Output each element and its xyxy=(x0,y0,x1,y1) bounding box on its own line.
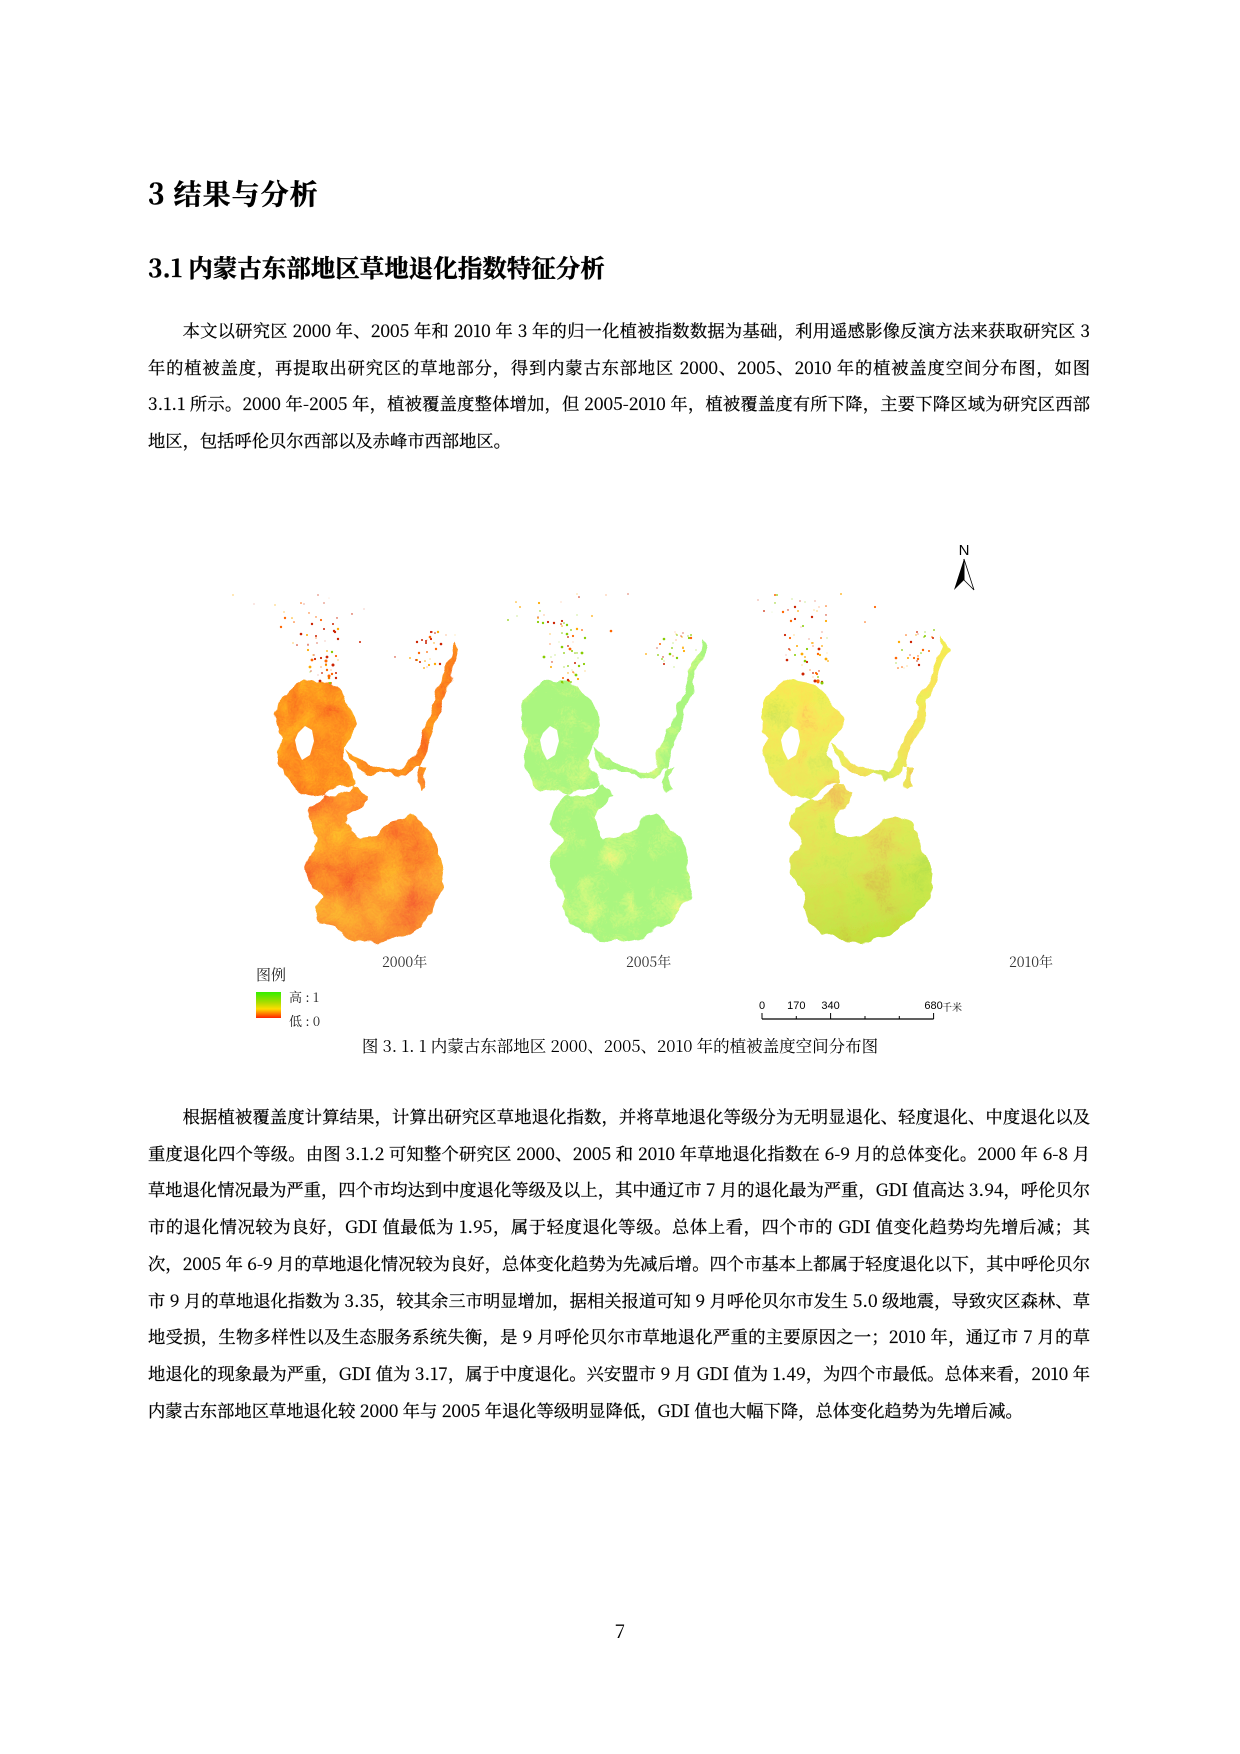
svg-text:高 : 1: 高 : 1 xyxy=(289,987,319,1006)
svg-text:千米: 千米 xyxy=(942,999,962,1014)
svg-text:低 : 0: 低 : 0 xyxy=(289,1011,320,1030)
svg-text:2005年: 2005年 xyxy=(626,952,671,972)
svg-text:340: 340 xyxy=(821,1000,839,1012)
svg-text:2010年: 2010年 xyxy=(1009,952,1053,972)
svg-text:图例: 图例 xyxy=(256,964,286,985)
svg-text:170: 170 xyxy=(787,1000,805,1012)
svg-text:680: 680 xyxy=(924,1000,942,1012)
svg-text:0: 0 xyxy=(759,1000,765,1012)
svg-text:2000年: 2000年 xyxy=(382,952,427,972)
svg-text:N: N xyxy=(959,542,970,559)
